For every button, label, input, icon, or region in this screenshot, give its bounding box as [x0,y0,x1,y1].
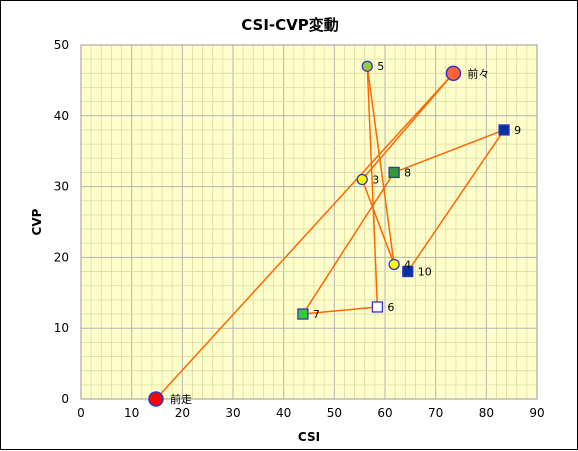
series-segment [407,129,505,272]
data-label: 9 [514,124,521,137]
y-tick-label: 50 [54,38,69,52]
data-label: 10 [418,266,432,279]
y-tick-label: 0 [61,392,69,406]
chart-title: CSI-CVP変動 [241,16,339,34]
data-label: 3 [372,174,379,187]
data-point [361,60,373,72]
data-point [498,124,510,136]
series-segment [366,66,379,307]
y-tick-label: 30 [54,180,69,194]
x-tick-label: 30 [225,406,240,420]
series-segment [361,179,395,265]
series-segment [155,72,454,400]
x-tick-label: 90 [529,406,544,420]
x-tick-label: 0 [77,406,85,420]
data-point [148,391,164,407]
data-label: 8 [404,166,411,179]
data-point [388,258,400,271]
x-axis-title: CSI [298,430,320,444]
x-tick-label: 70 [428,406,443,420]
plot-area [81,45,537,399]
data-point [371,301,384,313]
point-labels: 前走 前々 3 4 5 6 7 8 9 10 [170,60,521,406]
x-tick-label: 20 [175,406,190,420]
data-point [356,173,368,186]
series-segment [302,172,395,315]
axis-ticks: 0 10 20 30 40 50 60 70 80 90 0 10 20 30 40 50 [54,38,545,420]
y-axis-title: CVP [30,208,44,235]
x-tick-label: 80 [479,406,494,420]
data-points [148,60,510,407]
series-segment [361,72,454,181]
x-tick-label: 50 [327,406,342,420]
series-segment [393,129,505,174]
data-label: 7 [313,308,320,321]
data-point [388,166,400,179]
data-point [445,65,462,82]
data-point [297,308,309,320]
data-point [402,265,414,278]
plot-border [80,44,538,400]
data-label: 4 [404,258,411,271]
x-tick-label: 10 [124,406,139,420]
x-tick-label: 60 [377,406,392,420]
x-tick-label: 40 [276,406,291,420]
y-tick-label: 10 [54,321,69,335]
data-label: 6 [387,301,394,314]
data-label: 前走 [170,392,192,406]
y-tick-label: 40 [54,109,69,123]
series-segment [302,306,378,315]
series-path [155,66,505,400]
y-tick-label: 20 [54,250,69,264]
data-label: 5 [377,60,384,73]
series-segment [366,66,395,265]
data-label: 前々 [467,66,489,80]
